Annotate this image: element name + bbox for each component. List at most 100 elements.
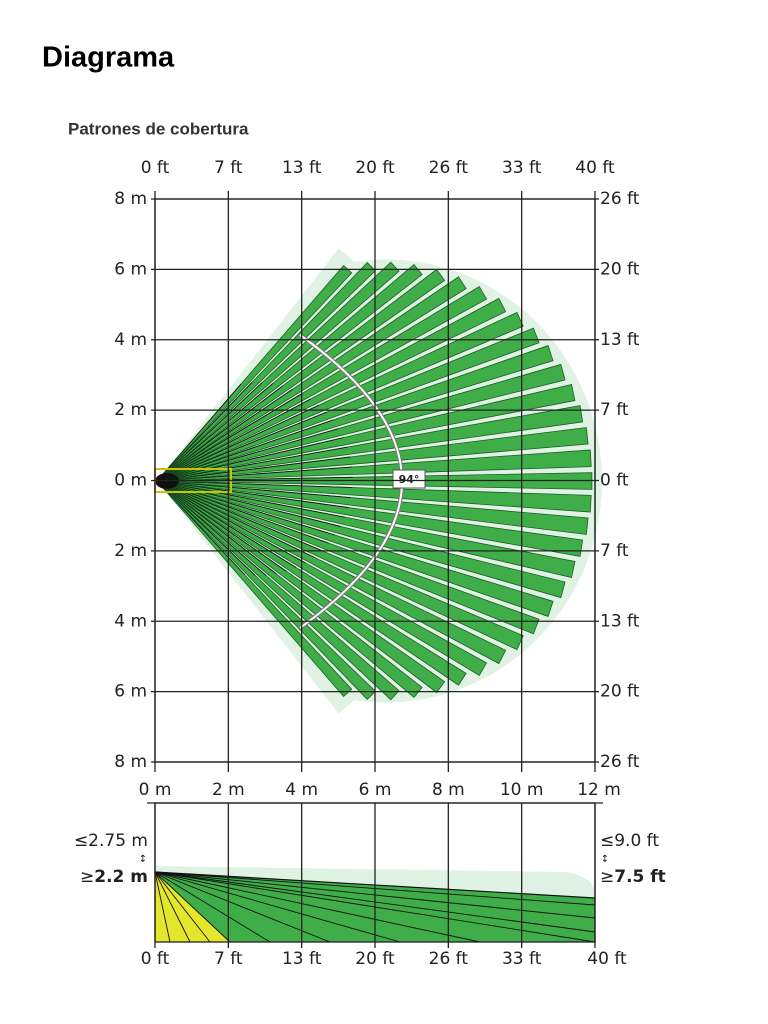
- beam-line: [154, 871, 271, 943]
- detection-beam: [156, 480, 377, 701]
- bottom-axis-label: 13 ft: [282, 949, 322, 969]
- detection-beam: [156, 480, 584, 557]
- left-axis-label: 6 m: [114, 259, 147, 279]
- top-axis-label: 26 ft: [429, 158, 469, 178]
- beam-line: [154, 871, 331, 943]
- bottom-axis-label: 0 ft: [141, 949, 170, 969]
- right-axis-label: 0 ft: [600, 471, 629, 491]
- detection-beam: [156, 480, 353, 697]
- beam-line: [154, 871, 211, 943]
- top-axis-label: 20 ft: [355, 158, 395, 178]
- beam-line: [156, 428, 339, 482]
- max-height-label: ≤2.75 m: [74, 831, 148, 851]
- height-arrow: ↕: [601, 854, 609, 865]
- beam-line: [156, 446, 348, 482]
- min-symbol: ≥: [80, 867, 94, 887]
- detection-beam: [156, 480, 467, 686]
- bottom-axis-label: 4 m: [285, 780, 318, 800]
- detection-beam: [156, 480, 566, 599]
- left-axis-label: 6 m: [114, 682, 147, 702]
- min-symbol: ≥: [600, 867, 614, 887]
- detection-beam: [156, 327, 540, 482]
- right-axis-label: 7 ft: [600, 400, 629, 420]
- detection-beam: [156, 480, 400, 701]
- beam-line: [156, 480, 353, 488]
- left-axis-label: 2 m: [114, 400, 147, 420]
- bottom-axis-label: 0 m: [139, 780, 172, 800]
- min-value: 7.5 ft: [614, 867, 666, 887]
- detection-beam: [156, 480, 576, 578]
- left-axis-label: 4 m: [114, 330, 147, 350]
- height-arrow: ↕: [139, 854, 147, 865]
- detection-beam: [156, 480, 423, 698]
- right-axis-label: 26 ft: [600, 189, 640, 209]
- diagram-subtitle: Patrones de cobertura: [68, 119, 249, 138]
- beam-line: [156, 480, 349, 508]
- beam-line: [156, 398, 312, 482]
- detection-beam: [156, 297, 507, 482]
- beam-line: [156, 466, 353, 482]
- right-axis-label: 13 ft: [600, 330, 640, 350]
- beam-line: [156, 437, 344, 482]
- left-axis-label: 8 m: [114, 752, 147, 772]
- detection-beam: [156, 345, 554, 482]
- min-height-label: ≥7.5 ft: [600, 867, 666, 887]
- right-axis-label: 20 ft: [600, 682, 640, 702]
- max-height-label: ≤9.0 ft: [600, 831, 659, 851]
- min-value: 2.2 m: [94, 867, 148, 887]
- page-title: Diagrama: [42, 42, 175, 74]
- detection-beam: [156, 480, 488, 676]
- detection-beam: [156, 480, 524, 651]
- bottom-axis-label: 12 m: [577, 780, 621, 800]
- top-view: 94° 0 ft 7 ft 13 ft 20 ft 26 ft 33 ft 40 ft 0 m 2…: [114, 158, 640, 800]
- bottom-axis-label: 7 ft: [214, 949, 243, 969]
- top-axis-label: 7 ft: [214, 158, 243, 178]
- bottom-axis-label: 26 ft: [429, 949, 469, 969]
- left-axis-label: 0 m: [114, 471, 147, 491]
- bottom-axis-label: 8 m: [432, 780, 465, 800]
- beam-line: [156, 419, 334, 482]
- angle-label: 94°: [399, 473, 420, 486]
- left-axis-label: 8 m: [114, 189, 147, 209]
- bottom-axis-label: 10 m: [500, 780, 544, 800]
- right-axis-label: 13 ft: [600, 611, 640, 631]
- beam-line: [156, 480, 346, 518]
- side-view: 0 ft 7 ft 13 ft 20 ft 26 ft 33 ft 40 ft ≤2.75 m…: [74, 802, 666, 969]
- bottom-axis-label: 2 m: [212, 780, 245, 800]
- beam-line: [156, 480, 352, 499]
- beam-line: [154, 871, 191, 943]
- detection-beam: [156, 276, 467, 482]
- detection-beam: [156, 480, 589, 535]
- detection-beam: [156, 286, 488, 482]
- bottom-axis-label: 33 ft: [502, 949, 542, 969]
- beam-line: [154, 871, 481, 943]
- beam-line: [156, 480, 341, 527]
- right-axis-label: 26 ft: [600, 752, 640, 772]
- left-axis-label: 2 m: [114, 541, 147, 561]
- beam-line: [156, 383, 242, 482]
- top-axis-label: 13 ft: [282, 158, 322, 178]
- detection-beam: [156, 311, 524, 482]
- beam-line: [156, 456, 351, 482]
- detection-beam: [156, 480, 507, 665]
- right-axis-label: 20 ft: [600, 259, 640, 279]
- detection-beam: [156, 480, 540, 635]
- detection-beam: [156, 261, 400, 482]
- beam-line: [156, 480, 336, 536]
- detection-beam: [156, 480, 554, 617]
- beam-line: [154, 871, 171, 943]
- grid-frame: [154, 198, 596, 763]
- beam-line: [154, 871, 401, 943]
- left-axis-label: 4 m: [114, 611, 147, 631]
- detection-beam: [156, 261, 377, 482]
- min-height-label: ≥2.2 m: [80, 867, 148, 887]
- beam-line: [154, 871, 231, 943]
- bottom-axis-label: 20 ft: [355, 949, 395, 969]
- top-axis-label: 0 ft: [141, 158, 170, 178]
- right-axis-label: 7 ft: [600, 541, 629, 561]
- bottom-axis-label: 40 ft: [587, 949, 627, 969]
- detection-beam: [156, 480, 592, 513]
- angle-label-bg: [392, 469, 426, 489]
- bottom-axis-label: 6 m: [359, 780, 392, 800]
